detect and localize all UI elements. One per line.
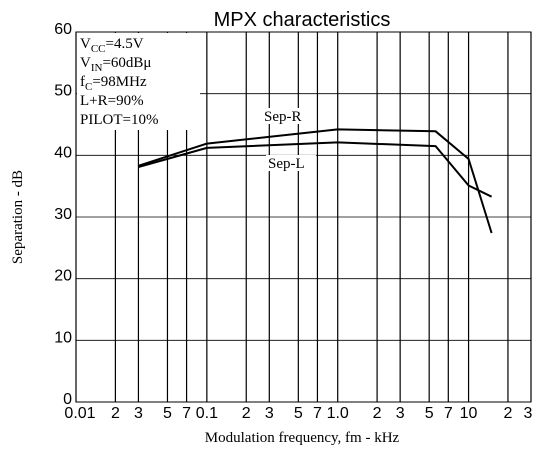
x-tick-label: 5 (294, 405, 303, 422)
condition-line: fC=98MHz (80, 74, 147, 93)
series-label-sep-r: Sep-R (264, 109, 302, 125)
series-line-sep-l (138, 141, 493, 198)
x-tick-label: 10 (460, 405, 478, 422)
x-tick-label: 3 (396, 405, 405, 422)
series-label-sep-l: Sep-L (268, 156, 305, 172)
y-tick-label: 40 (54, 144, 72, 161)
x-tick-label: 7 (182, 405, 191, 422)
x-tick-label: 1.0 (327, 405, 349, 422)
series-labels: Sep-R Sep-L (262, 108, 316, 172)
condition-line: VCC=4.5V (80, 36, 144, 55)
conditions-box-bg (77, 33, 200, 130)
x-axis-label: Modulation frequency, fm - kHz (205, 430, 400, 446)
x-tick-label: 2 (111, 405, 120, 422)
y-tick-label: 50 (54, 83, 72, 100)
series-lines (138, 128, 493, 234)
x-tick-label: 2 (373, 405, 382, 422)
x-tick-label: 2 (242, 405, 251, 422)
y-axis-ticks: 0 10 20 30 40 50 60 (54, 21, 72, 408)
series-label-bg (266, 155, 316, 171)
plot-frame (75, 31, 532, 403)
series-label-bg (262, 108, 312, 124)
x-tick-label: 0.01 (64, 405, 95, 422)
condition-line: L+R=90% (80, 93, 144, 109)
x-tick-label: 2 (504, 405, 513, 422)
x-tick-label: 7 (444, 405, 453, 422)
x-tick-label: 0.1 (196, 405, 218, 422)
y-tick-label: 10 (54, 329, 72, 346)
chart-title: MPX characteristics (214, 9, 391, 31)
series-line-sep-r (138, 128, 493, 234)
x-axis-ticks: 0.01 2 3 5 7 0.1 2 3 5 7 1.0 2 3 5 7 10 2 3 (64, 405, 532, 422)
y-tick-label: 20 (54, 268, 72, 285)
y-tick-label: 60 (54, 21, 72, 38)
x-tick-label: 3 (265, 405, 274, 422)
y-tick-label: 30 (54, 206, 72, 223)
x-tick-label: 3 (134, 405, 143, 422)
x-tick-label: 5 (425, 405, 434, 422)
x-tick-label: 7 (313, 405, 322, 422)
condition-line: PILOT=10% (80, 112, 158, 128)
x-tick-label: 3 (524, 405, 533, 422)
y-tick-label: 0 (63, 391, 72, 408)
y-axis-label: Separation - dB (10, 170, 26, 264)
condition-line: VIN=60dBμ (80, 55, 151, 74)
x-tick-label: 5 (163, 405, 172, 422)
